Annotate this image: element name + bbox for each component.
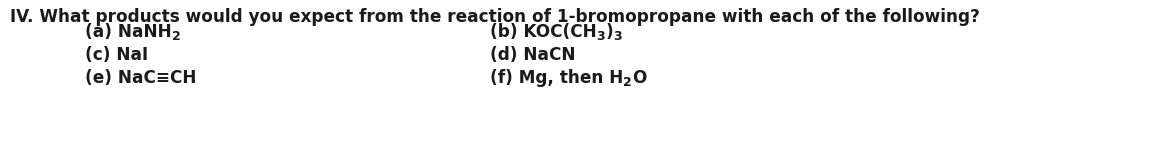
Text: IV. What products would you expect from the reaction of 1-bromopropane with each: IV. What products would you expect from … (10, 8, 980, 26)
Text: 2: 2 (172, 30, 180, 43)
Text: 2: 2 (624, 76, 632, 89)
Text: (d) NaCN: (d) NaCN (490, 46, 575, 64)
Text: ): ) (605, 23, 613, 41)
Text: 3: 3 (596, 30, 605, 43)
Text: (c) NaI: (c) NaI (85, 46, 148, 64)
Text: (b) KOC(CH: (b) KOC(CH (490, 23, 596, 41)
Text: (f) Mg, then H: (f) Mg, then H (490, 69, 624, 87)
Text: 3: 3 (613, 30, 621, 43)
Text: O: O (632, 69, 647, 87)
Text: (e) NaC≡CH: (e) NaC≡CH (85, 69, 196, 87)
Text: (a) NaNH: (a) NaNH (85, 23, 172, 41)
